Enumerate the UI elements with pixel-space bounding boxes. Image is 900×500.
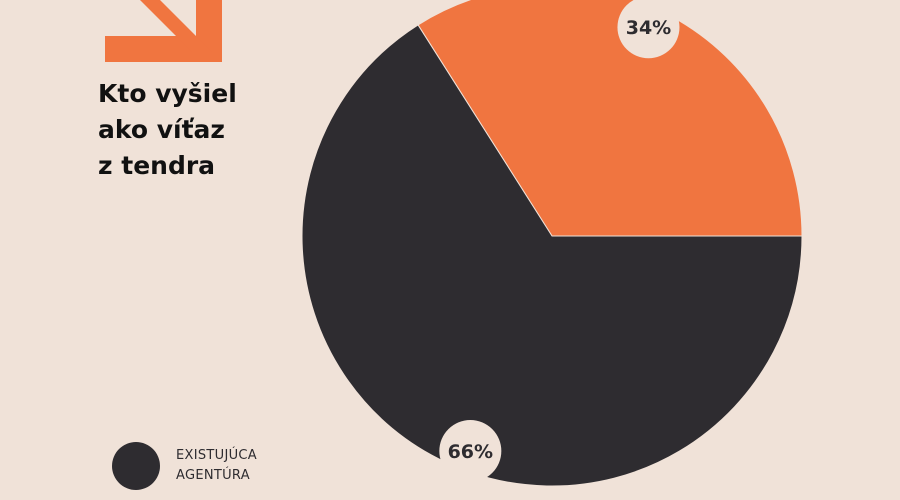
pie-slice-2 [301, 24, 803, 487]
chart-title-line-1: Kto vyšiel [98, 79, 237, 108]
legend-label-line-2: AGENTÚRA [176, 468, 250, 483]
chart-title-line-3: z tendra [98, 151, 216, 180]
arrow-down-right-icon [105, 0, 222, 62]
chart-title-line-2: ako víťaz [98, 115, 225, 144]
legend-label: EXISTUJÚCA AGENTÚRA [176, 446, 257, 486]
legend-swatch [112, 442, 160, 490]
pie-label-bubble-1 [617, 0, 680, 59]
legend-label-line-1: EXISTUJÚCA [176, 448, 257, 463]
legend: EXISTUJÚCA AGENTÚRA [112, 442, 257, 490]
chart-title: Kto vyšiel ako víťaz z tendra [98, 76, 298, 184]
pie-slices [301, 0, 803, 487]
pie-label-bubble-2 [439, 420, 502, 483]
pie-label-1: 34% [626, 17, 671, 39]
pie-labels: 34% 66% [439, 0, 680, 483]
pie-label-2: 66% [448, 441, 493, 463]
